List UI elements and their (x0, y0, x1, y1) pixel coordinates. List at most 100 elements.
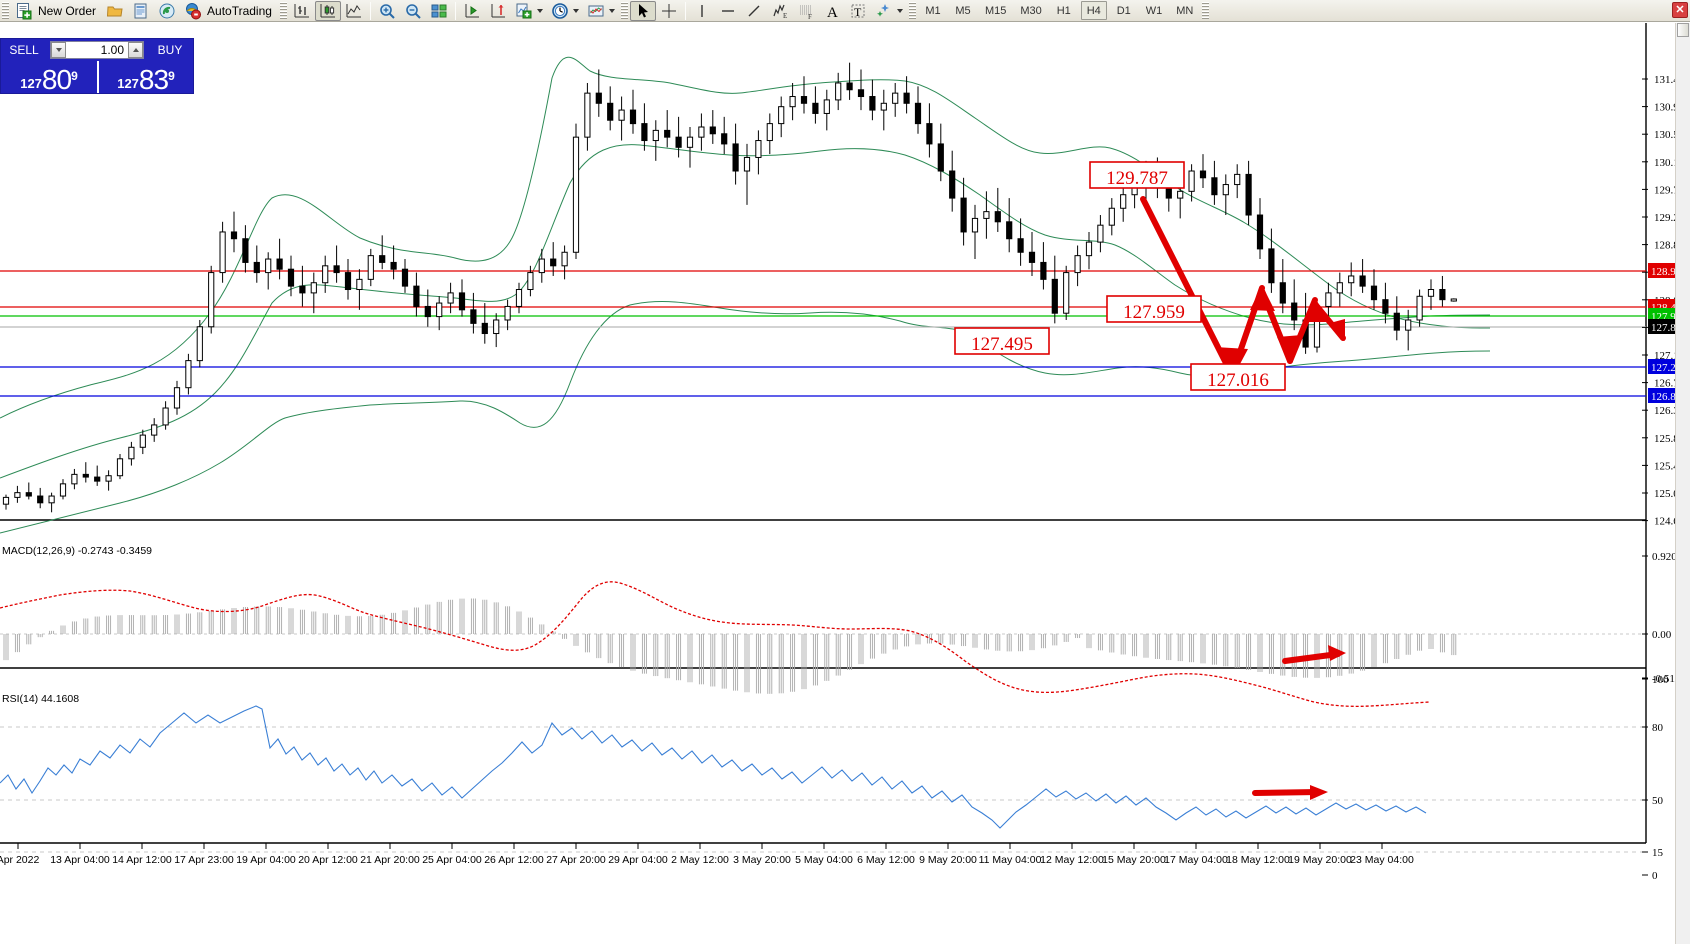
toolbar-grip-5[interactable] (1202, 1, 1210, 20)
volume-decrement-button[interactable] (51, 42, 66, 58)
candle-body (800, 96, 808, 104)
rsi-tick-label: 80 (1652, 722, 1664, 734)
chevron-down-icon-4[interactable] (896, 8, 903, 13)
tile-windows-button[interactable] (426, 1, 452, 21)
signals-button[interactable] (154, 1, 180, 21)
new-order-icon (17, 2, 32, 19)
candle-body (436, 302, 443, 318)
label-icon: T (851, 4, 865, 19)
candle-body (949, 170, 956, 199)
terminal-button[interactable] (128, 1, 154, 21)
vline-button[interactable] (689, 1, 715, 21)
time-tick-label: 2 May 12:00 (671, 854, 729, 866)
new-order-button[interactable]: New Order (11, 1, 102, 21)
toolbar-grip[interactable] (2, 1, 9, 20)
candle-body (1439, 289, 1446, 301)
volume-input[interactable]: 1.00 (100, 43, 124, 57)
svg-text:A: A (827, 5, 838, 20)
text-button[interactable]: A (819, 1, 845, 21)
candle-body (310, 282, 317, 294)
candle-body (333, 265, 340, 274)
candle-body (367, 255, 374, 280)
bar-chart-button[interactable] (289, 1, 315, 21)
line-chart-button[interactable] (341, 1, 367, 21)
volume-stepper[interactable]: 1.00 (50, 41, 144, 59)
folder-button[interactable] (102, 1, 128, 21)
time-tick-label: 12 May 12:00 (1040, 854, 1104, 866)
chart-shift-button[interactable] (459, 1, 485, 21)
timeframe-button-m30[interactable]: M30 (1020, 4, 1042, 17)
candle-body (413, 285, 420, 307)
annotation-box (1106, 295, 1202, 323)
candle-body (1222, 184, 1229, 196)
rsi-tick-label: 15 (1652, 847, 1664, 859)
candle-body (1268, 248, 1275, 284)
line-chart-icon (346, 3, 361, 17)
candle-body (960, 197, 967, 233)
trendline-button[interactable] (741, 1, 767, 21)
timeframe-button-m1[interactable]: M1 (925, 4, 941, 17)
auto-scroll-button[interactable] (485, 1, 511, 21)
candle-body (1085, 241, 1093, 257)
period-button[interactable] (547, 1, 583, 21)
time-tick-label: 3 May 20:00 (733, 854, 791, 866)
close-icon[interactable]: ✕ (1672, 2, 1688, 18)
shapes-button[interactable] (871, 1, 907, 21)
one-click-trading-panel[interactable]: SELL 1.00 BUY 127 80 9 127 83 9 (0, 38, 194, 94)
volume-increment-button[interactable] (128, 42, 143, 58)
label-button[interactable]: T (845, 1, 871, 21)
timeframe-button-h4[interactable]: H4 (1080, 1, 1107, 20)
scrollbar-thumb[interactable] (1677, 23, 1689, 37)
candle-body (983, 211, 990, 219)
buy-button[interactable]: 127 83 9 (97, 61, 193, 94)
sell-button[interactable]: 127 80 9 (1, 61, 97, 95)
elliott-button[interactable]: E (767, 1, 793, 21)
timeframe-button-w1[interactable]: W1 (1145, 4, 1163, 17)
indicators-button[interactable] (511, 1, 547, 21)
chart-shift-icon (465, 3, 479, 17)
hline-button[interactable] (715, 1, 741, 21)
zoom-out-button[interactable] (400, 1, 426, 21)
trend-arrows-price (1140, 196, 1346, 379)
candle-body (971, 217, 979, 233)
sell-price-fraction: 9 (71, 69, 78, 83)
candle-body (48, 495, 55, 504)
candle-body (139, 434, 146, 448)
chart-canvas[interactable]: 131.410130.980130.560130.130129.710129.2… (0, 23, 1690, 944)
autotrading-button[interactable]: AutoTrading (180, 1, 278, 21)
chevron-down-icon-3[interactable] (608, 8, 615, 13)
timeframe-button-mn[interactable]: MN (1176, 4, 1194, 17)
timeframe-button-h1[interactable]: H1 (1056, 4, 1071, 17)
candle-body (1211, 177, 1218, 196)
timeframe-button-m5[interactable]: M5 (955, 4, 971, 17)
candle-body (846, 82, 853, 91)
candle-body (1006, 221, 1013, 240)
candle-body (652, 129, 659, 142)
chart-area[interactable]: 131.410 130.980 130.560 130.130 129.710 129.2… (0, 23, 1690, 944)
sell-price-main: 80 (41, 64, 72, 95)
candle-body (1051, 278, 1058, 314)
candle-body (778, 106, 785, 125)
candle-body (253, 261, 260, 274)
chevron-down-icon-2[interactable] (572, 8, 579, 13)
templates-button[interactable] (583, 1, 619, 21)
candlestick-chart-button[interactable] (314, 0, 341, 21)
candle-body (299, 285, 306, 294)
timeframe-button-m15[interactable]: M15 (984, 4, 1007, 17)
toolbar-grip-2[interactable] (279, 1, 287, 20)
time-tick-label: 18 May 12:00 (1226, 854, 1290, 866)
candle-body (812, 102, 819, 114)
fibonacci-button[interactable]: F (793, 1, 819, 21)
toolbar-grip-3[interactable] (620, 1, 628, 20)
candle-body (1256, 214, 1264, 250)
cursor-icon (638, 3, 648, 17)
chevron-down-icon[interactable] (536, 8, 543, 13)
crosshair-button[interactable] (656, 1, 682, 21)
vertical-scrollbar[interactable] (1675, 23, 1690, 944)
zoom-in-button[interactable] (374, 1, 400, 21)
candle-body (823, 99, 830, 114)
candle-body (14, 492, 21, 498)
cursor-button[interactable] (629, 0, 656, 21)
toolbar-grip-4[interactable] (908, 1, 916, 20)
timeframe-button-d1[interactable]: D1 (1116, 4, 1131, 17)
